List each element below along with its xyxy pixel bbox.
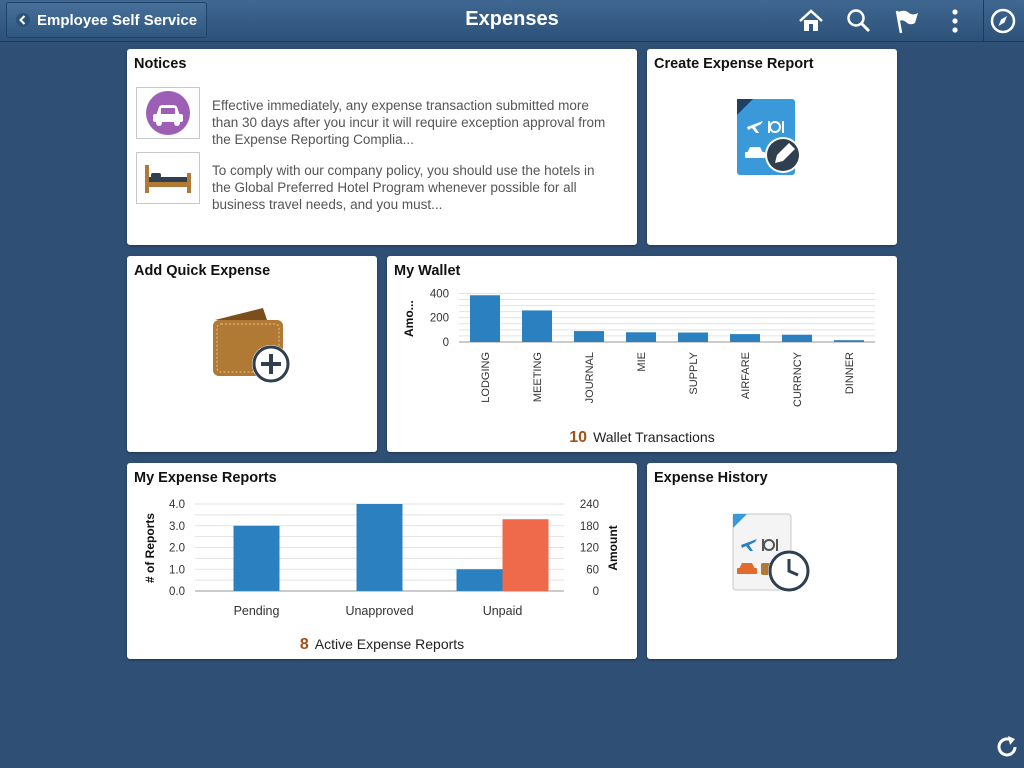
y-tick-label: 0	[443, 337, 449, 349]
y2-tick-label: 120	[580, 543, 599, 555]
bar-pending-reports	[233, 525, 280, 591]
notice-text: Effective immediately, any expense trans…	[212, 98, 606, 147]
wallet-add-icon	[213, 308, 290, 383]
y-axis-label: # of Reports	[143, 513, 157, 583]
notice-text: To comply with our company policy, you s…	[212, 163, 595, 212]
refresh-icon[interactable]	[994, 734, 1020, 760]
x-tick-label: CURRNCY	[792, 351, 804, 407]
active-reports-label: Active Expense Reports	[314, 636, 465, 652]
x-tick-label: DINNER	[844, 352, 856, 394]
flag-icon[interactable]	[893, 7, 921, 35]
bar-supply	[678, 332, 708, 342]
add-quick-expense-title: Add Quick Expense	[134, 263, 271, 279]
back-button[interactable]: Employee Self Service	[6, 2, 207, 38]
bar-meeting	[522, 310, 552, 342]
x-tick-label: MIE	[636, 352, 648, 372]
navbar-compass-icon[interactable]	[989, 7, 1017, 35]
add-quick-expense-tile[interactable]: Add Quick Expense	[127, 256, 377, 452]
bar-airfare	[730, 334, 760, 342]
home-icon[interactable]	[797, 7, 825, 35]
notice-item[interactable]: To comply with our company policy, you s…	[136, 152, 616, 212]
page-title: Expenses	[465, 8, 559, 30]
bar-currncy	[782, 334, 812, 342]
bar-journal	[574, 331, 604, 342]
notice-image	[136, 152, 200, 204]
active-reports-summary[interactable]: 8 Active Expense Reports	[127, 636, 637, 654]
more-icon[interactable]	[941, 7, 969, 35]
x-tick-label: LODGING	[480, 352, 492, 403]
y-tick-label: 200	[430, 313, 449, 325]
search-icon[interactable]	[845, 7, 873, 35]
bar-dinner	[834, 340, 864, 342]
x-tick-label: MEETING	[532, 352, 544, 402]
x-tick-label: Unapproved	[345, 604, 413, 618]
top-navbar: Employee Self Service Expenses	[0, 0, 1024, 42]
y-tick-label: 1.0	[169, 564, 185, 576]
create-report-icon	[737, 99, 801, 175]
x-tick-label: SUPPLY	[688, 351, 700, 394]
y-tick-label: 0.0	[169, 586, 185, 598]
expense-history-icon	[732, 513, 810, 592]
active-reports-count: 8	[299, 636, 309, 653]
wallet-transactions-label: Wallet Transactions	[593, 429, 715, 445]
y-tick-label: 400	[430, 288, 449, 300]
chevron-left-icon	[16, 13, 30, 27]
bar-lodging	[470, 295, 500, 342]
expense-history-title: Expense History	[654, 470, 768, 486]
notices-tile[interactable]: Notices Effective immediately, any expen…	[127, 49, 637, 245]
bed-icon	[145, 165, 191, 193]
y-tick-label: 3.0	[169, 521, 185, 533]
car-icon	[146, 91, 190, 135]
wallet-transactions-summary[interactable]: 10 Wallet Transactions	[387, 429, 897, 447]
bar-unpaid-amount	[502, 519, 549, 591]
y-tick-label: 2.0	[169, 543, 185, 555]
wallet-chart: 0 200 400 Amo... LODGING MEETING JOURNAL MIE SUP…	[402, 288, 875, 407]
toolbar-divider	[983, 0, 984, 42]
y2-tick-label: 60	[586, 564, 599, 576]
x-tick-label: Pending	[234, 604, 280, 618]
notice-item[interactable]: Effective immediately, any expense trans…	[136, 87, 616, 147]
y2-tick-label: 240	[580, 499, 599, 511]
my-expense-reports-tile[interactable]: My Expense Reports 0.0 1.0 2.0 3.0 4.0 0 60 120…	[127, 463, 637, 659]
expense-history-tile[interactable]: Expense History	[647, 463, 897, 659]
y-axis-label: Amo...	[402, 300, 416, 337]
x-tick-label: Unpaid	[483, 604, 523, 618]
x-tick-label: AIRFARE	[740, 352, 752, 399]
y2-axis-label: Amount	[606, 525, 620, 570]
expense-reports-chart: 0.0 1.0 2.0 3.0 4.0 0 60 120 180 240 # of Reports A…	[143, 499, 620, 618]
create-expense-report-tile[interactable]: Create Expense Report	[647, 49, 897, 245]
notices-title: Notices	[134, 56, 187, 72]
y2-tick-label: 0	[593, 586, 599, 598]
x-tick-label: JOURNAL	[584, 352, 596, 403]
y-tick-label: 4.0	[169, 499, 185, 511]
notice-image	[136, 87, 200, 139]
bar-unpaid-reports	[456, 569, 503, 591]
create-expense-report-title: Create Expense Report	[654, 56, 814, 72]
my-wallet-title: My Wallet	[394, 263, 461, 279]
my-wallet-tile[interactable]: My Wallet 0 200 400 Amo... LODGING MEETING JOU…	[387, 256, 897, 452]
bar-unapproved-reports	[356, 504, 403, 591]
y2-tick-label: 180	[580, 521, 599, 533]
wallet-transactions-count: 10	[569, 429, 588, 446]
my-expense-reports-title: My Expense Reports	[134, 470, 277, 486]
bar-mie	[626, 332, 656, 342]
back-button-label: Employee Self Service	[37, 11, 198, 29]
